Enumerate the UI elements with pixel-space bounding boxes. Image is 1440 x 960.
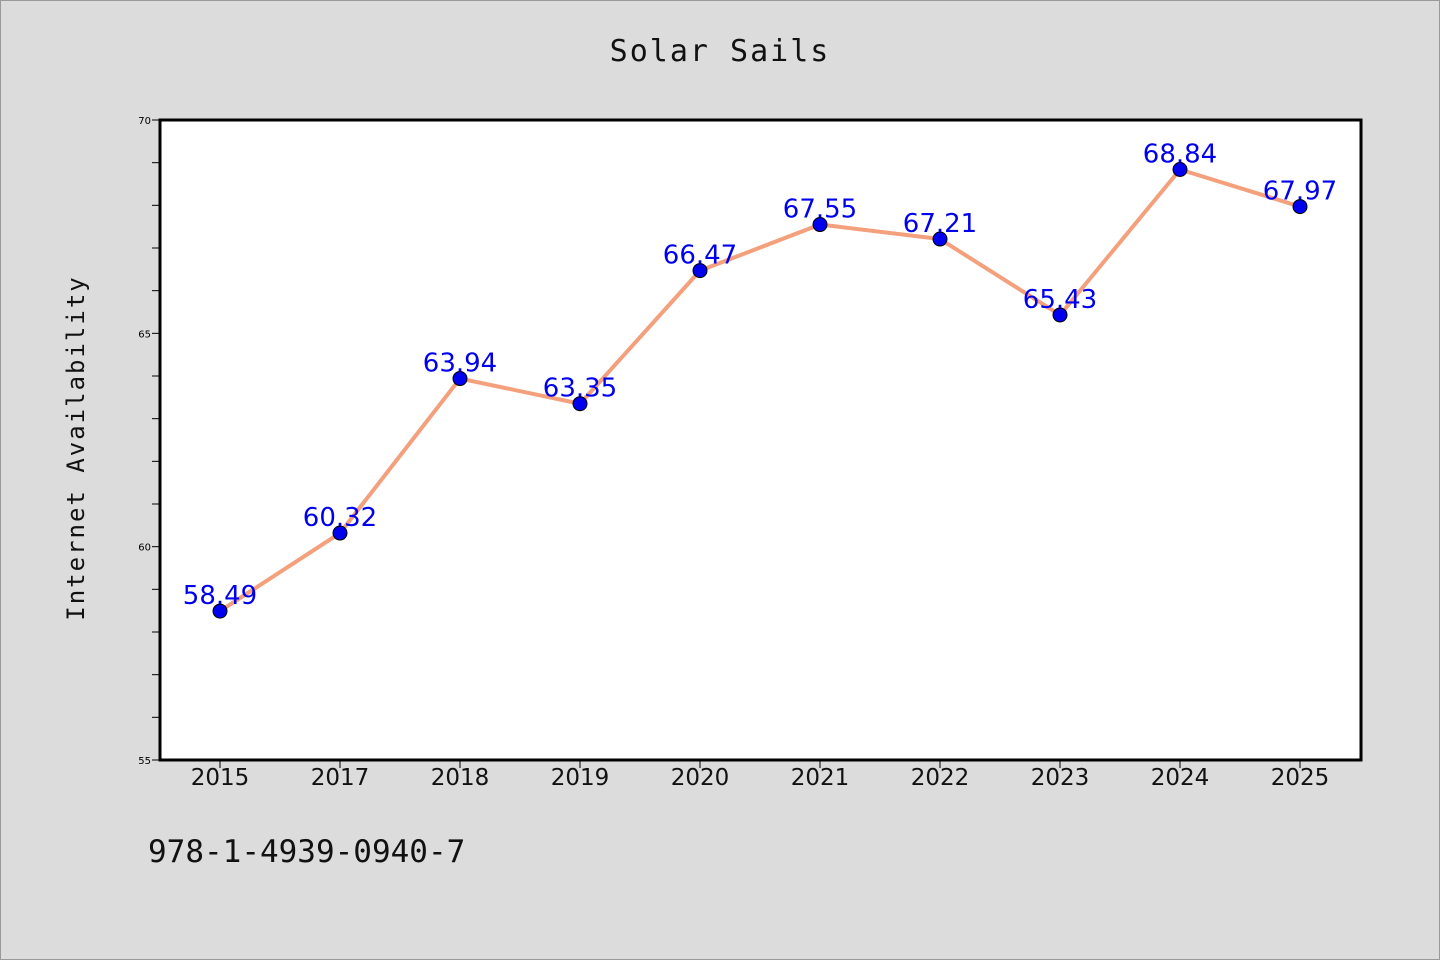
- x-tick-label: 2017: [311, 765, 370, 791]
- data-label: 68.84: [1143, 139, 1217, 169]
- data-label: 63.94: [423, 349, 497, 379]
- plot-area: [158, 118, 1363, 762]
- x-tick-label: 2024: [1151, 765, 1210, 791]
- data-point: [212, 603, 228, 619]
- data-label: 63.35: [543, 374, 617, 404]
- data-label: 67.21: [903, 209, 977, 239]
- data-point: [1172, 161, 1188, 177]
- footer-code: 978-1-4939-0940-7: [148, 834, 466, 870]
- data-point: [692, 263, 708, 279]
- x-tick-label: 2015: [191, 765, 250, 791]
- data-point: [572, 396, 588, 412]
- y-tick-label: 60: [138, 543, 151, 554]
- data-label: 58.49: [183, 581, 257, 611]
- x-tick-label: 2021: [791, 765, 850, 791]
- data-point: [452, 371, 468, 387]
- y-tick-label: 70: [138, 116, 151, 127]
- x-tick-label: 2020: [671, 765, 730, 791]
- x-tick-label: 2019: [551, 765, 610, 791]
- data-point: [332, 525, 348, 541]
- data-label: 67.55: [783, 195, 857, 225]
- y-tick-label: 65: [138, 329, 151, 340]
- data-point: [812, 217, 828, 233]
- y-tick-label: 55: [138, 756, 151, 767]
- data-point: [1292, 199, 1308, 215]
- x-tick-label: 2022: [911, 765, 970, 791]
- data-point: [932, 231, 948, 247]
- series-line: [218, 167, 1302, 614]
- data-label: 67.97: [1263, 177, 1337, 207]
- data-label: 65.43: [1023, 285, 1097, 315]
- x-tick-label: 2023: [1031, 765, 1090, 791]
- x-tick-label: 2025: [1271, 765, 1330, 791]
- data-point: [1052, 307, 1068, 323]
- data-label: 60.32: [303, 503, 377, 533]
- data-label: 66.47: [663, 241, 737, 271]
- chart-title: Solar Sails: [609, 34, 831, 69]
- x-tick-label: 2018: [431, 765, 490, 791]
